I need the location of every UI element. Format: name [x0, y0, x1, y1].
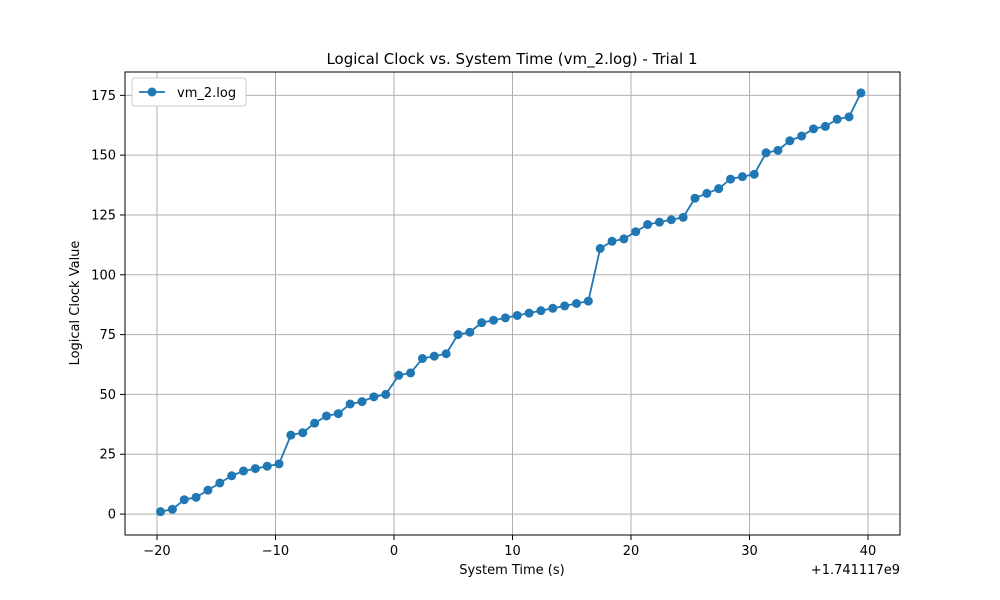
legend-label: vm_2.log — [177, 86, 236, 101]
data-point — [595, 243, 605, 253]
data-point — [227, 471, 237, 481]
y-tick-label: 75 — [99, 328, 116, 343]
chart-title: Logical Clock vs. System Time (vm_2.log)… — [326, 50, 697, 69]
data-point — [191, 492, 201, 502]
data-point — [489, 315, 499, 325]
data-point — [215, 478, 225, 488]
data-point — [477, 318, 487, 328]
data-point — [333, 409, 343, 419]
data-point — [631, 227, 641, 237]
data-point — [310, 418, 320, 428]
data-point — [583, 296, 593, 306]
x-tick-label: −20 — [143, 544, 170, 559]
x-tick-label: 0 — [390, 544, 398, 559]
y-axis-label: Logical Clock Value — [68, 241, 83, 366]
data-point — [274, 459, 284, 469]
data-point — [749, 169, 759, 179]
data-point — [702, 188, 712, 198]
data-point — [453, 330, 463, 340]
x-tick-label: −10 — [262, 544, 289, 559]
data-point — [643, 220, 653, 230]
data-point — [394, 370, 404, 380]
data-point — [536, 306, 546, 316]
data-point — [714, 184, 724, 194]
data-point — [820, 121, 830, 131]
data-point — [406, 368, 416, 378]
data-point — [417, 354, 427, 364]
data-point — [381, 389, 391, 399]
y-tick-label: 125 — [91, 208, 116, 223]
y-tick-label: 175 — [91, 89, 116, 104]
data-point — [298, 428, 308, 438]
data-point — [167, 504, 177, 514]
legend-box — [131, 77, 247, 107]
series-layer — [156, 88, 866, 517]
y-tick-label: 50 — [99, 388, 116, 403]
data-point — [548, 303, 558, 313]
legend-marker — [147, 87, 157, 97]
data-point — [286, 430, 296, 440]
data-point — [250, 464, 260, 474]
data-point — [737, 172, 747, 182]
data-point — [797, 131, 807, 141]
data-point — [666, 215, 676, 225]
data-point — [369, 392, 379, 402]
data-point — [203, 485, 213, 495]
data-point — [357, 397, 367, 407]
x-tick-label: 40 — [860, 544, 877, 559]
data-point — [524, 308, 534, 318]
data-point — [773, 145, 783, 155]
data-point — [785, 136, 795, 146]
data-point — [690, 193, 700, 203]
data-point — [179, 495, 189, 505]
data-point — [156, 507, 166, 517]
grid — [125, 72, 900, 535]
y-tick-label: 150 — [91, 149, 116, 164]
x-axis-label: System Time (s) — [459, 563, 564, 578]
data-point — [571, 299, 581, 308]
data-point — [761, 148, 771, 158]
legend: vm_2.log — [131, 77, 247, 107]
x-tick-label: 10 — [504, 544, 521, 559]
data-point — [429, 351, 439, 361]
data-point — [808, 124, 818, 134]
data-point — [678, 212, 688, 222]
data-point — [321, 411, 331, 421]
x-offset-label: +1.741117e9 — [811, 563, 900, 578]
data-point — [832, 114, 842, 124]
data-point — [239, 466, 249, 476]
x-tick-label: 20 — [623, 544, 640, 559]
data-point — [856, 88, 866, 98]
y-tick-label: 100 — [91, 268, 116, 283]
data-point — [844, 112, 854, 122]
data-point — [345, 399, 355, 409]
data-point — [607, 236, 617, 246]
ticks: −20 −10 0 10 20 30 40 0 25 50 75 100 125 150 175 — [91, 89, 876, 559]
data-point — [262, 461, 272, 471]
data-point — [441, 349, 451, 359]
data-point — [465, 327, 475, 337]
y-tick-label: 0 — [108, 508, 116, 523]
data-point — [619, 234, 629, 244]
data-point — [654, 217, 664, 227]
data-point — [560, 301, 570, 311]
x-tick-label: 30 — [741, 544, 758, 559]
data-point — [500, 313, 510, 323]
data-point — [726, 174, 736, 184]
y-tick-label: 25 — [99, 448, 116, 463]
data-point — [512, 310, 522, 320]
